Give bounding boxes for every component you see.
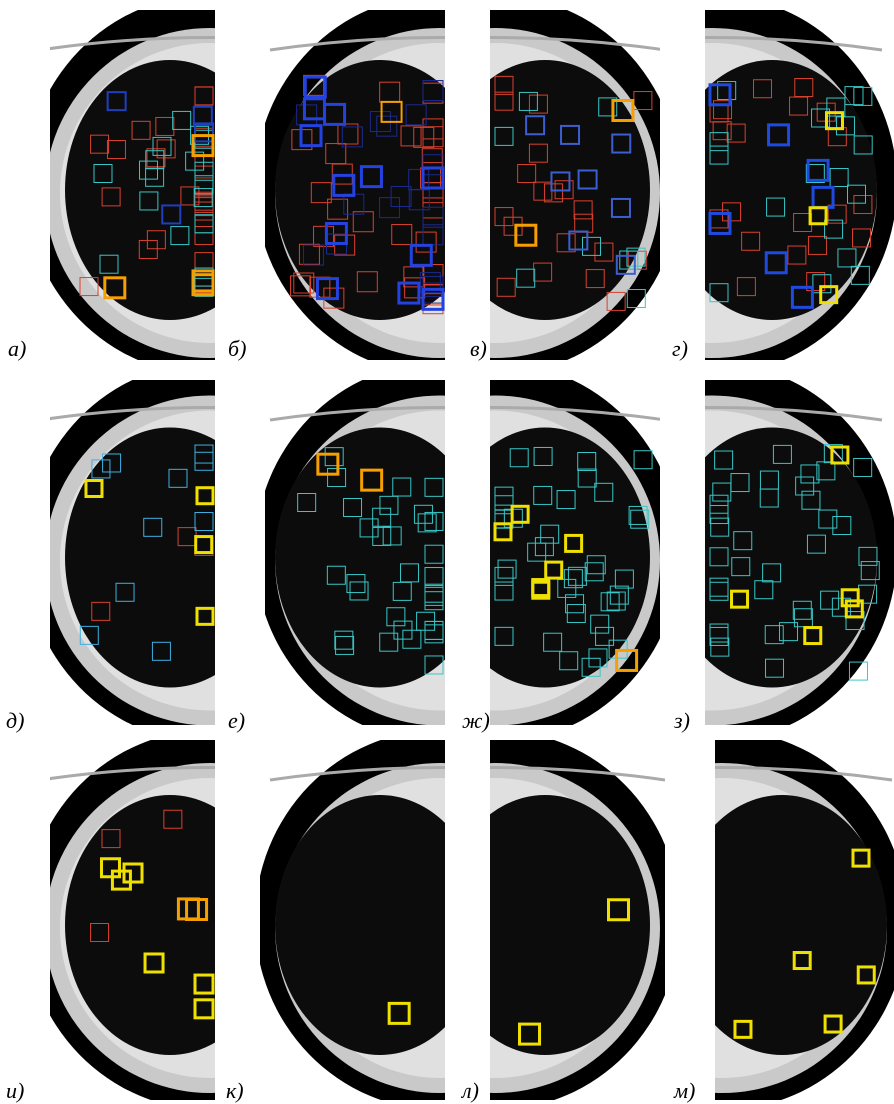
panel-label: к) — [226, 1078, 244, 1104]
panel-label: л) — [462, 1078, 479, 1104]
panel-label: и) — [6, 1078, 24, 1104]
panel-label: е) — [228, 708, 245, 734]
panel-label: а) — [8, 336, 26, 362]
panel-label: м) — [674, 1078, 695, 1104]
ct-lung — [440, 795, 650, 1055]
panel-label: б) — [228, 336, 246, 362]
ct-lung — [667, 60, 877, 320]
panel-label: в) — [470, 336, 487, 362]
ct-lung — [667, 428, 877, 688]
ct-lung — [65, 60, 275, 320]
figure: а) б) в) г) д) е) ж) з) и) к) л) м) — [0, 0, 894, 1104]
panel-label: ж) — [462, 708, 490, 734]
ct-lung — [677, 795, 887, 1055]
panel-label: д) — [6, 708, 24, 734]
ct-lung — [65, 795, 275, 1055]
ct-lung — [275, 795, 485, 1055]
panel-label: з) — [674, 708, 690, 734]
ct-lung — [440, 428, 650, 688]
panel-label: г) — [672, 336, 688, 362]
ct-panels — [0, 0, 894, 1104]
